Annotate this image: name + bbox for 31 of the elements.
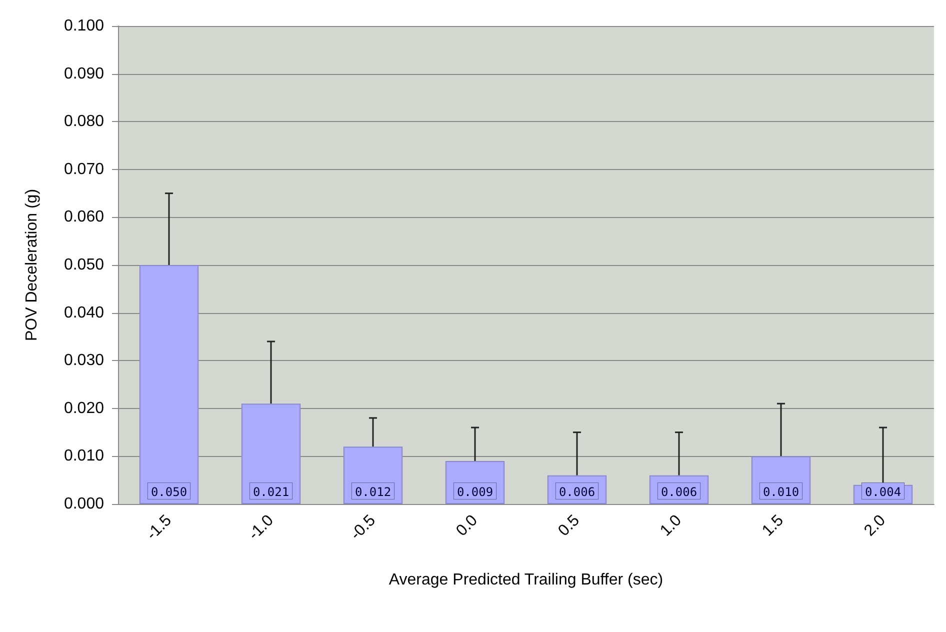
y-tick-label: 0.000 [64, 496, 104, 512]
y-tick-label: 0.010 [64, 448, 104, 465]
y-tick-label: 0.070 [64, 160, 104, 178]
y-axis-title: POV Deceleration (g) [24, 188, 40, 342]
x-tick-label: 1.5 [759, 512, 788, 540]
y-tick-label: 0.020 [64, 400, 104, 417]
y-tick-label: 0.090 [64, 65, 104, 82]
data-label: 0.006 [660, 485, 698, 499]
y-tick-label: 0.030 [64, 352, 104, 370]
x-tick-label: 1.0 [657, 512, 686, 540]
x-tick-label: 0.5 [555, 512, 584, 540]
y-tick-label: 0.050 [64, 256, 104, 274]
data-label: 0.050 [150, 485, 188, 499]
data-label: 0.012 [354, 485, 392, 499]
data-label: 0.006 [558, 485, 596, 499]
bar [241, 404, 301, 504]
x-tick-label: -1.5 [144, 512, 176, 544]
y-tick-label: 0.080 [64, 113, 104, 130]
x-tick-label: -0.5 [348, 512, 380, 544]
y-tick-label: 0.040 [64, 304, 104, 322]
data-label: 0.010 [762, 485, 800, 499]
x-tick-label: -1.0 [246, 512, 278, 544]
data-label: 0.021 [252, 485, 290, 499]
data-label: 0.004 [864, 485, 902, 499]
x-tick-label: 2.0 [861, 512, 890, 540]
y-tick-label: 0.060 [64, 208, 104, 226]
data-label: 0.009 [456, 485, 494, 499]
x-axis-title: Average Predicted Trailing Buffer (sec) [388, 572, 664, 588]
bar [139, 265, 199, 504]
x-tick-label: 0.0 [453, 512, 482, 540]
y-tick-label: 0.100 [64, 18, 104, 34]
